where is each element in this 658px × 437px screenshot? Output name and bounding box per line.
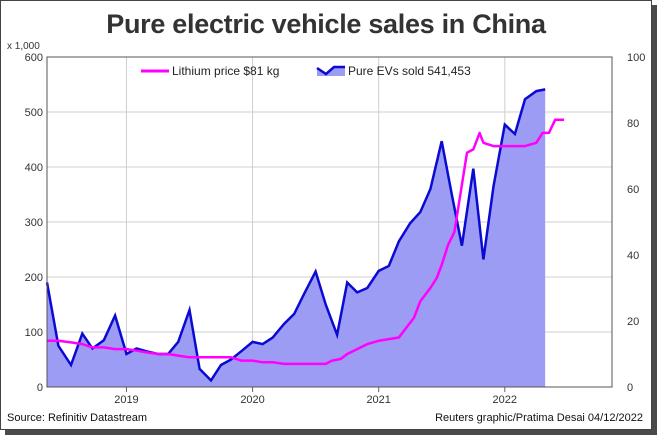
left-tick-label: 100 bbox=[25, 327, 43, 339]
left-tick-label: 200 bbox=[25, 272, 43, 284]
right-tick-label: 60 bbox=[627, 184, 639, 196]
credit-note: Reuters graphic/Pratima Desai 04/12/2022 bbox=[435, 412, 643, 424]
left-tick-label: 500 bbox=[25, 107, 43, 119]
legend-label-lithium: Lithium price $81 kg bbox=[172, 64, 279, 78]
x-tick-label: 2020 bbox=[240, 394, 264, 406]
left-tick-label: 400 bbox=[25, 162, 43, 174]
left-axis-unit-label: x 1,000 bbox=[7, 41, 40, 52]
left-tick-label: 0 bbox=[37, 382, 43, 394]
chart-title: Pure electric vehicle sales in China bbox=[106, 9, 546, 39]
right-tick-label: 100 bbox=[627, 52, 645, 64]
x-tick-label: 2022 bbox=[493, 394, 517, 406]
plot-border bbox=[46, 56, 613, 388]
right-tick-label: 20 bbox=[627, 316, 639, 328]
chart-svg: 0 100 200 300 400 500 600 0 20 40 60 80 100 x 1,000 20… bbox=[7, 41, 645, 406]
source-note: Source: Refinitiv Datastream bbox=[7, 412, 147, 424]
x-tick-label: 2021 bbox=[366, 394, 390, 406]
legend-label-ev: Pure EVs sold 541,453 bbox=[348, 64, 471, 78]
chart-frame: Pure electric vehicle sales in China 0 10… bbox=[0, 0, 652, 430]
lithium-price-line bbox=[47, 118, 565, 366]
right-tick-label: 0 bbox=[627, 382, 633, 394]
left-tick-label: 300 bbox=[25, 217, 43, 229]
left-tick-label: 600 bbox=[25, 52, 43, 64]
ev-sales-area bbox=[47, 89, 546, 388]
right-tick-label: 80 bbox=[627, 118, 639, 130]
x-tick-label: 2019 bbox=[114, 394, 138, 406]
right-tick-label: 40 bbox=[627, 250, 639, 262]
legend-swatch-ev-line bbox=[316, 65, 345, 76]
